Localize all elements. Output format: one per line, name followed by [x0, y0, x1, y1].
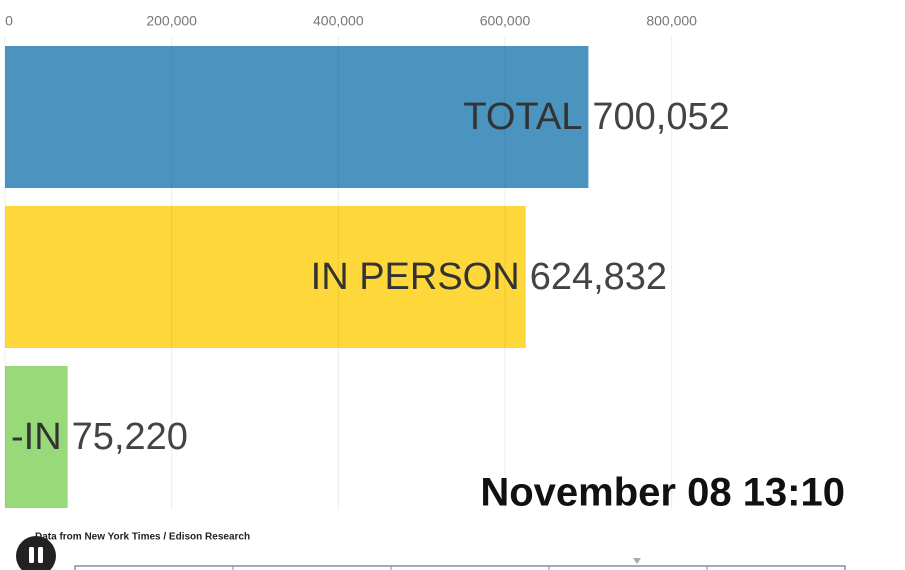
value-label: 75,220 — [72, 416, 188, 458]
timeline-handle[interactable] — [633, 558, 641, 564]
source-note: Data from New York Times / Edison Resear… — [35, 532, 250, 543]
date-label: November 08 13:10 — [480, 471, 845, 515]
pause-icon — [29, 547, 34, 563]
value-label: 624,832 — [530, 256, 667, 298]
pause-icon — [38, 547, 43, 563]
pause-button[interactable] — [16, 536, 56, 570]
timeline-track[interactable] — [74, 565, 846, 570]
x-tick-label: 600,000 — [480, 13, 531, 29]
timeline[interactable] — [74, 558, 846, 570]
x-tick-label: 0 — [5, 13, 13, 29]
x-tick-label: 400,000 — [313, 13, 364, 29]
pause-circle[interactable] — [16, 536, 56, 570]
bar — [5, 46, 589, 188]
bar — [5, 206, 526, 348]
bar-label: TOTAL — [463, 96, 582, 138]
x-tick-label: 800,000 — [646, 13, 697, 29]
bar-label: -IN — [11, 416, 62, 458]
value-label: 700,052 — [592, 96, 729, 138]
x-tick-label: 200,000 — [146, 13, 197, 29]
bar-label: IN PERSON — [311, 256, 520, 298]
bar — [5, 366, 68, 508]
